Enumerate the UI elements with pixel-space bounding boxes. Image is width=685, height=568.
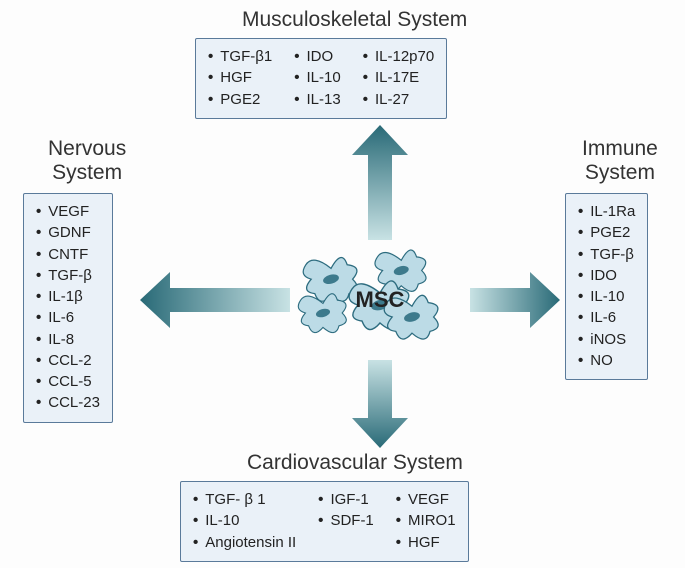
heading-nervous: Nervous System [48,137,126,185]
factor-item: IL-10 [193,511,296,531]
heading-cardiovascular: Cardiovascular System [247,451,463,475]
factor-item: IDO [578,266,635,286]
factor-item: CCL-5 [36,372,100,392]
heading-immune-line2: System [585,161,655,184]
immune-columns: IL-1RaPGE2TGF-βIDOIL-10IL-6iNOSNO [578,202,635,371]
factor-item: IL-27 [363,90,434,110]
factor-item: NO [578,351,635,371]
heading-immune-line1: Immune [582,137,658,160]
factor-item: IL-1Ra [578,202,635,222]
msc-center: MSC [295,245,465,355]
item-column: IDOIL-10IL-13 [294,47,340,110]
arrow-left [140,270,290,330]
factor-item: IL-8 [36,330,100,350]
item-column: IL-12p70IL-17EIL-27 [363,47,434,110]
arrow-down [350,360,410,448]
factor-item: VEGF [396,490,456,510]
arrow-right [470,270,560,330]
cardiovascular-columns: TGF- β 1IL-10Angiotensin II IGF-1SDF-1 VEG… [193,490,456,553]
factor-item: IL-10 [578,287,635,307]
item-column: TGF- β 1IL-10Angiotensin II [193,490,296,553]
msc-label: MSC [356,287,405,313]
box-immune: IL-1RaPGE2TGF-βIDOIL-10IL-6iNOSNO [565,193,648,380]
factor-item: IL-6 [578,308,635,328]
factor-item: SDF-1 [318,511,374,531]
heading-musculoskeletal: Musculoskeletal System [242,8,467,32]
item-column: IGF-1SDF-1 [318,490,374,553]
factor-item: CCL-2 [36,351,100,371]
factor-item: CCL-23 [36,393,100,413]
musculoskeletal-columns: TGF-β1HGFPGE2 IDOIL-10IL-13 IL-12p70IL-17E… [208,47,434,110]
factor-item: TGF- β 1 [193,490,296,510]
factor-item: IL-13 [294,90,340,110]
factor-item: CNTF [36,245,100,265]
factor-item: Angiotensin II [193,533,296,553]
heading-nervous-line2: System [52,161,122,184]
factor-item: IGF-1 [318,490,374,510]
box-musculoskeletal: TGF-β1HGFPGE2 IDOIL-10IL-13 IL-12p70IL-17E… [195,38,447,119]
factor-item: TGF-β [36,266,100,286]
box-cardiovascular: TGF- β 1IL-10Angiotensin II IGF-1SDF-1 VEG… [180,481,469,562]
factor-item: VEGF [36,202,100,222]
factor-item: IL-6 [36,308,100,328]
factor-item: GDNF [36,223,100,243]
heading-immune: Immune System [582,137,658,185]
item-column: VEGFMIRO1HGF [396,490,456,553]
factor-item: IDO [294,47,340,67]
factor-item: PGE2 [578,223,635,243]
item-column: VEGFGDNFCNTFTGF-βIL-1βIL-6IL-8CCL-2CCL-5… [36,202,100,414]
factor-item: TGF-β1 [208,47,272,67]
factor-item: IL-1β [36,287,100,307]
factor-item: IL-12p70 [363,47,434,67]
factor-item: MIRO1 [396,511,456,531]
heading-nervous-line1: Nervous [48,137,126,160]
factor-item: iNOS [578,330,635,350]
factor-item: HGF [208,68,272,88]
item-column: TGF-β1HGFPGE2 [208,47,272,110]
factor-item: HGF [396,533,456,553]
factor-item: TGF-β [578,245,635,265]
factor-item: IL-17E [363,68,434,88]
factor-item: PGE2 [208,90,272,110]
factor-item: IL-10 [294,68,340,88]
arrow-up [350,125,410,240]
box-nervous: VEGFGDNFCNTFTGF-βIL-1βIL-6IL-8CCL-2CCL-5… [23,193,113,423]
item-column: IL-1RaPGE2TGF-βIDOIL-10IL-6iNOSNO [578,202,635,371]
nervous-columns: VEGFGDNFCNTFTGF-βIL-1βIL-6IL-8CCL-2CCL-5… [36,202,100,414]
